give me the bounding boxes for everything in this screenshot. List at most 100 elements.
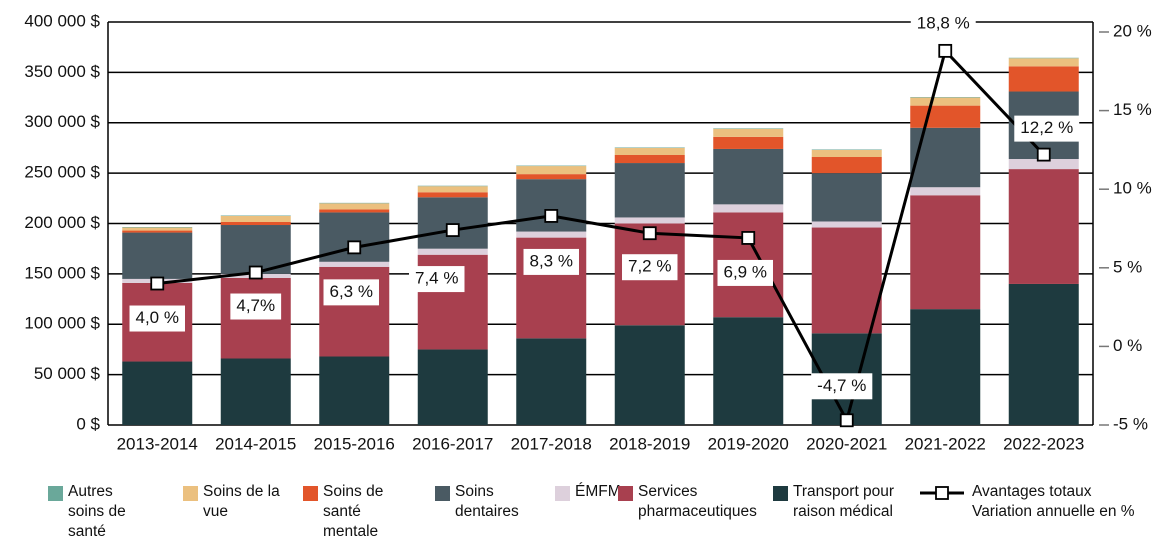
bar-segment bbox=[319, 209, 390, 213]
legend-swatch bbox=[48, 486, 63, 501]
bar-segment bbox=[811, 227, 882, 334]
y2-tick-label: 20 % bbox=[1113, 21, 1152, 40]
y-tick-label: 0 $ bbox=[76, 414, 100, 433]
bar-segment bbox=[713, 148, 784, 205]
line-marker bbox=[741, 231, 756, 245]
data-label-box bbox=[717, 259, 773, 286]
y-tick-label: 250 000 $ bbox=[24, 163, 100, 182]
bar-segment bbox=[811, 221, 882, 228]
x-tick-label: 2018-2019 bbox=[609, 434, 690, 453]
legend-label: Transport pour raison médical bbox=[793, 483, 895, 520]
bar-segment bbox=[122, 230, 193, 233]
bar-segment bbox=[516, 165, 587, 167]
bar-segment bbox=[713, 204, 784, 213]
bar-segment bbox=[910, 97, 981, 98]
bar-segment bbox=[811, 157, 882, 174]
bar-segment bbox=[614, 325, 685, 425]
bar-segment bbox=[614, 147, 685, 148]
bar-segment bbox=[713, 128, 784, 129]
bar-segment bbox=[319, 202, 390, 204]
line-marker bbox=[445, 223, 460, 237]
legend-marker bbox=[920, 486, 964, 500]
bar-segment bbox=[910, 309, 981, 425]
bar-segment bbox=[1008, 66, 1079, 92]
bar-segment bbox=[122, 232, 193, 279]
line-marker bbox=[642, 226, 657, 241]
x-tick-label: 2013-2014 bbox=[117, 434, 198, 453]
bar-segment bbox=[220, 221, 291, 226]
data-label-box bbox=[811, 373, 873, 400]
data-label: 4,7% bbox=[236, 296, 275, 315]
x-tick-label: 2021-2022 bbox=[905, 434, 986, 453]
bar-segment bbox=[122, 227, 193, 231]
data-label-box bbox=[409, 266, 465, 293]
x-tick-label: 2014-2015 bbox=[215, 434, 296, 453]
bar-segment bbox=[1008, 58, 1079, 67]
y-tick-label: 200 000 $ bbox=[24, 213, 100, 232]
legend-label: Soins de la vue bbox=[203, 483, 280, 520]
legend-square bbox=[935, 486, 949, 500]
data-label: 8,3 % bbox=[530, 251, 573, 270]
data-label-box bbox=[129, 305, 185, 332]
bar-segment bbox=[910, 195, 981, 310]
data-label: 4,0 % bbox=[136, 308, 179, 327]
line-marker bbox=[347, 240, 362, 255]
legend-swatch bbox=[435, 486, 450, 501]
bar-segment bbox=[713, 128, 784, 137]
bar-segment bbox=[220, 215, 291, 222]
data-label-box bbox=[622, 254, 678, 281]
data-label-box bbox=[230, 293, 282, 320]
data-label: 6,3 % bbox=[330, 282, 373, 301]
bar-segment bbox=[910, 187, 981, 196]
y2-tick-label: 15 % bbox=[1113, 100, 1152, 119]
x-tick-label: 2017-2018 bbox=[511, 434, 592, 453]
line bbox=[157, 47, 1045, 425]
y-tick-label: 300 000 $ bbox=[24, 112, 100, 131]
bar-segment bbox=[516, 231, 587, 238]
legend-label: Avantages totaux Variation annuelle en % bbox=[972, 483, 1135, 520]
x-tick-label: 2016-2017 bbox=[412, 434, 493, 453]
data-label-box bbox=[323, 279, 379, 306]
legend-label: Services pharmaceutiques bbox=[638, 483, 757, 520]
y2-tick-label: -5 % bbox=[1113, 414, 1148, 433]
bar-segment bbox=[516, 179, 587, 232]
data-label-box bbox=[523, 248, 579, 275]
data-label-box bbox=[1014, 115, 1080, 142]
bar-segment bbox=[417, 185, 488, 187]
legend-label: Autres soins de santé bbox=[68, 483, 126, 540]
line-marker bbox=[938, 43, 953, 58]
bar-segment bbox=[319, 261, 390, 267]
legend-label: Soins dentaires bbox=[455, 483, 519, 520]
data-label: 7,2 % bbox=[628, 257, 671, 276]
bar-segment bbox=[122, 361, 193, 425]
data-label: -4,7 % bbox=[817, 376, 866, 395]
y-tick-label: 150 000 $ bbox=[24, 263, 100, 282]
bar-segment bbox=[417, 186, 488, 193]
bar-segment bbox=[910, 127, 981, 188]
y2-tick-label: 10 % bbox=[1113, 179, 1152, 198]
bar-segment bbox=[417, 248, 488, 255]
bar-segment bbox=[910, 105, 981, 128]
legend-swatch bbox=[773, 486, 788, 501]
legend-swatch bbox=[555, 486, 570, 501]
x-tick-label: 2022-2023 bbox=[1003, 434, 1084, 453]
line-marker bbox=[544, 209, 559, 223]
legend-swatch bbox=[183, 486, 198, 501]
data-label: 7,4 % bbox=[415, 269, 458, 288]
bar-segment bbox=[417, 349, 488, 425]
data-label: 6,9 % bbox=[724, 262, 767, 281]
bar-segment bbox=[614, 217, 685, 224]
bar-segment bbox=[516, 338, 587, 425]
bar-segment bbox=[614, 154, 685, 164]
y2-tick-label: 0 % bbox=[1113, 336, 1142, 355]
legend-swatch bbox=[618, 486, 633, 501]
y-tick-label: 100 000 $ bbox=[24, 314, 100, 333]
legend-swatch bbox=[303, 486, 318, 501]
bar-segment bbox=[516, 166, 587, 175]
x-tick-label: 2020-2021 bbox=[806, 434, 887, 453]
y2-tick-label: 5 % bbox=[1113, 257, 1142, 276]
bar-segment bbox=[1008, 169, 1079, 284]
data-label: 12,2 % bbox=[1020, 118, 1073, 137]
data-label-box bbox=[910, 10, 976, 37]
